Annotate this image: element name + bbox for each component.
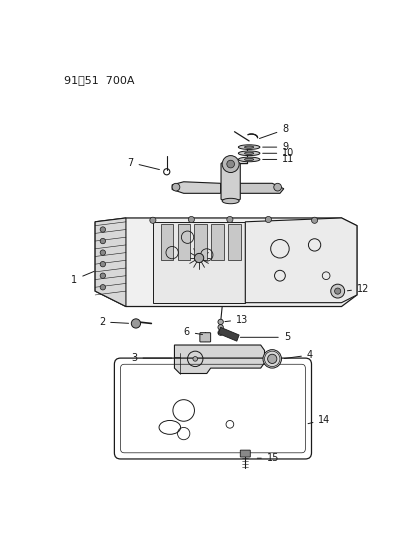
- Text: 91䩑51  700A: 91䩑51 700A: [64, 75, 134, 85]
- Polygon shape: [244, 218, 356, 303]
- Text: 10: 10: [262, 148, 294, 158]
- Circle shape: [262, 350, 281, 368]
- Circle shape: [330, 284, 344, 298]
- Polygon shape: [172, 182, 220, 193]
- Text: 14: 14: [307, 415, 330, 425]
- Text: 8: 8: [259, 124, 288, 139]
- Circle shape: [226, 160, 234, 168]
- FancyBboxPatch shape: [221, 163, 240, 200]
- Text: 7: 7: [127, 158, 159, 169]
- Text: 11: 11: [262, 155, 294, 165]
- Ellipse shape: [238, 157, 259, 161]
- Circle shape: [217, 325, 223, 330]
- Polygon shape: [174, 345, 264, 374]
- Text: 6: 6: [183, 327, 202, 337]
- Circle shape: [172, 183, 179, 191]
- FancyBboxPatch shape: [240, 450, 250, 457]
- FancyBboxPatch shape: [199, 333, 210, 342]
- Text: 5: 5: [240, 332, 290, 342]
- Circle shape: [334, 288, 340, 294]
- Circle shape: [100, 250, 105, 255]
- Text: 9: 9: [262, 142, 288, 152]
- Circle shape: [311, 217, 317, 223]
- Text: 13: 13: [224, 314, 248, 325]
- Polygon shape: [160, 224, 173, 260]
- Circle shape: [150, 217, 156, 223]
- Circle shape: [265, 216, 271, 223]
- Text: 2: 2: [99, 317, 128, 327]
- Circle shape: [131, 319, 140, 328]
- Polygon shape: [211, 224, 223, 260]
- Ellipse shape: [238, 145, 259, 149]
- Circle shape: [188, 216, 194, 223]
- Polygon shape: [177, 224, 190, 260]
- Text: 4: 4: [284, 350, 312, 360]
- Polygon shape: [218, 327, 239, 341]
- Circle shape: [100, 285, 105, 290]
- Circle shape: [100, 273, 105, 278]
- Text: 1: 1: [71, 271, 94, 285]
- Text: 15: 15: [256, 453, 278, 463]
- Circle shape: [192, 357, 197, 361]
- Circle shape: [267, 354, 276, 364]
- Text: 3: 3: [131, 353, 171, 363]
- Circle shape: [194, 253, 203, 263]
- Polygon shape: [95, 218, 356, 306]
- Circle shape: [100, 238, 105, 244]
- Ellipse shape: [244, 158, 253, 160]
- Ellipse shape: [222, 198, 239, 204]
- Circle shape: [217, 319, 223, 325]
- Circle shape: [217, 330, 223, 335]
- Circle shape: [100, 227, 105, 232]
- Circle shape: [100, 262, 105, 267]
- Text: 12: 12: [347, 284, 368, 294]
- Polygon shape: [228, 224, 240, 260]
- Polygon shape: [194, 224, 206, 260]
- Circle shape: [226, 216, 233, 223]
- Ellipse shape: [244, 152, 253, 155]
- Ellipse shape: [244, 146, 253, 148]
- Polygon shape: [152, 222, 244, 303]
- Ellipse shape: [238, 151, 259, 156]
- Polygon shape: [239, 183, 283, 193]
- Circle shape: [273, 183, 281, 191]
- Circle shape: [222, 156, 239, 173]
- Polygon shape: [95, 218, 126, 306]
